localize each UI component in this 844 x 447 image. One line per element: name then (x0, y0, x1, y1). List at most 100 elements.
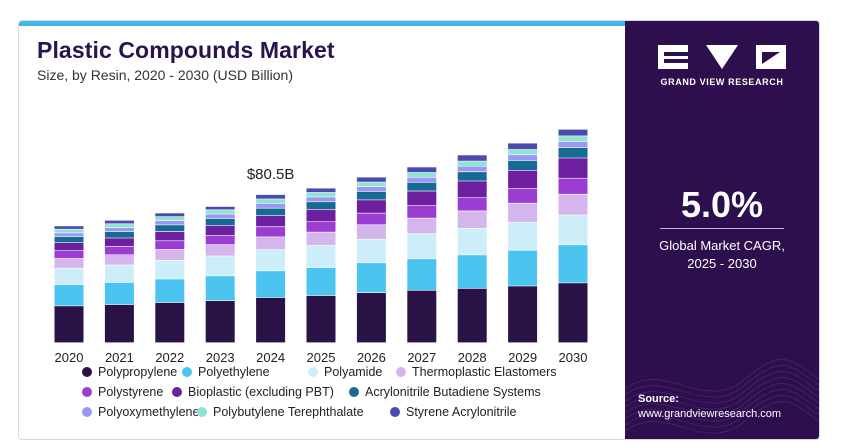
bar-segment (306, 245, 336, 268)
bar-segment (407, 290, 437, 343)
bar-segment (205, 301, 235, 343)
bar-segment (356, 187, 386, 192)
legend-swatch (82, 407, 92, 417)
bar-segment (256, 237, 286, 250)
bar-segment (407, 172, 437, 177)
bar-segment (356, 213, 386, 225)
bar-segment (256, 208, 286, 216)
legend-swatch (308, 367, 318, 377)
bar-segment (356, 263, 386, 293)
bar-segment (508, 222, 538, 251)
bar-segment (407, 177, 437, 183)
bar-segment (54, 251, 84, 259)
bar-segment (457, 161, 487, 166)
bar-segment (306, 295, 336, 343)
cagr-label: Global Market CAGR, 2025 - 2030 (625, 237, 819, 273)
legend-label: Polyethylene (198, 365, 270, 379)
bar-segment (306, 197, 336, 202)
bar-segment (104, 220, 134, 224)
bar-segment (205, 225, 235, 236)
bar-segment (457, 288, 487, 343)
bar-segment (508, 143, 538, 150)
x-tick-label: 2026 (357, 350, 386, 365)
legend-label: Polyamide (324, 365, 382, 379)
logo-mark-icon (658, 45, 786, 69)
wave-pattern-decoration (625, 359, 819, 434)
bar-segment (205, 276, 235, 301)
legend-swatch (197, 407, 207, 417)
legend-label: Styrene Acrylonitrile (406, 405, 517, 419)
bar-segment (306, 221, 336, 232)
bar-segment (256, 194, 286, 199)
brand-name: GRAND VIEW RESEARCH (660, 77, 784, 87)
x-tick-label: 2022 (155, 350, 184, 365)
bar-segment (104, 232, 134, 238)
legend-swatch (82, 387, 92, 397)
bar-segment (457, 211, 487, 228)
bar-segment (256, 249, 286, 271)
legend-swatch (172, 387, 182, 397)
bar-segment (457, 172, 487, 181)
bar-segment (508, 160, 538, 170)
x-tick-label: 2028 (458, 350, 487, 365)
bar-segment (104, 224, 134, 228)
bar-segment (155, 241, 185, 250)
bar-segment (457, 155, 487, 161)
bar-segment (356, 182, 386, 187)
legend-swatch (396, 367, 406, 377)
bar-stack-2021 (104, 220, 134, 343)
bar-segment (457, 197, 487, 211)
bar-segment (508, 250, 538, 286)
bar-segment (457, 228, 487, 255)
bar-segment (155, 217, 185, 221)
accent-bar (19, 21, 625, 26)
legend-label: Bioplastic (excluding PBT) (188, 385, 334, 399)
bar-segment (54, 242, 84, 251)
bar-segment (558, 245, 588, 283)
bar-segment (205, 244, 235, 256)
bar-segment (508, 170, 538, 189)
cagr-period: 2025 - 2030 (687, 256, 757, 271)
bar-segment (256, 216, 286, 227)
bar-segment (558, 215, 588, 245)
bar-segment (205, 235, 235, 245)
cagr-label-text: Global Market CAGR, (659, 238, 785, 253)
bar-stack-2029 (508, 143, 538, 343)
bar-segment (356, 200, 386, 213)
bar-segment (558, 158, 588, 178)
bar-segment (508, 286, 538, 343)
bar-segment (155, 260, 185, 279)
stacked-bar-chart: 2020 2021 2022 2023 2024 2025 2026 2027 2028 2029… (54, 129, 588, 419)
bar-segment (356, 239, 386, 263)
bar-segment (54, 268, 84, 285)
bar-segment (54, 226, 84, 229)
x-tick-label: 2021 (105, 350, 134, 365)
bar-segment (155, 302, 185, 343)
page-title: Plastic Compounds Market (37, 37, 335, 63)
bar-segment (558, 136, 588, 142)
bar-segment (256, 227, 286, 237)
legend-label: Acrylonitrile Butadiene Systems (365, 385, 541, 399)
bar-segment (306, 192, 336, 197)
legend-label: Polybutylene Terephthalate (213, 405, 364, 419)
bar-segment (407, 205, 437, 218)
bar-stack-2028 (457, 155, 487, 343)
bar-segment (205, 210, 235, 214)
bar-segment (508, 155, 538, 161)
page-subtitle: Size, by Resin, 2020 - 2030 (USD Billion… (37, 67, 294, 83)
legend-swatch (182, 367, 192, 377)
bar-segment (356, 293, 386, 343)
source-url[interactable]: www.grandviewresearch.com (638, 408, 782, 420)
x-tick-label: 2025 (307, 350, 336, 365)
bar-segment (407, 234, 437, 259)
bar-stack-2024 (256, 194, 286, 343)
bar-segment (356, 225, 386, 239)
bar-stack-2027 (407, 167, 437, 343)
brand-panel: GRAND VIEW RESEARCH 5.0% Global Market C… (625, 21, 819, 439)
legend-label: Thermoplastic Elastomers (412, 365, 557, 379)
legend-label: Polystyrene (98, 385, 163, 399)
bar-segment (155, 279, 185, 303)
x-tick-label: 2024 (256, 350, 285, 365)
bar-segment (558, 178, 588, 194)
bar-segment (356, 177, 386, 182)
